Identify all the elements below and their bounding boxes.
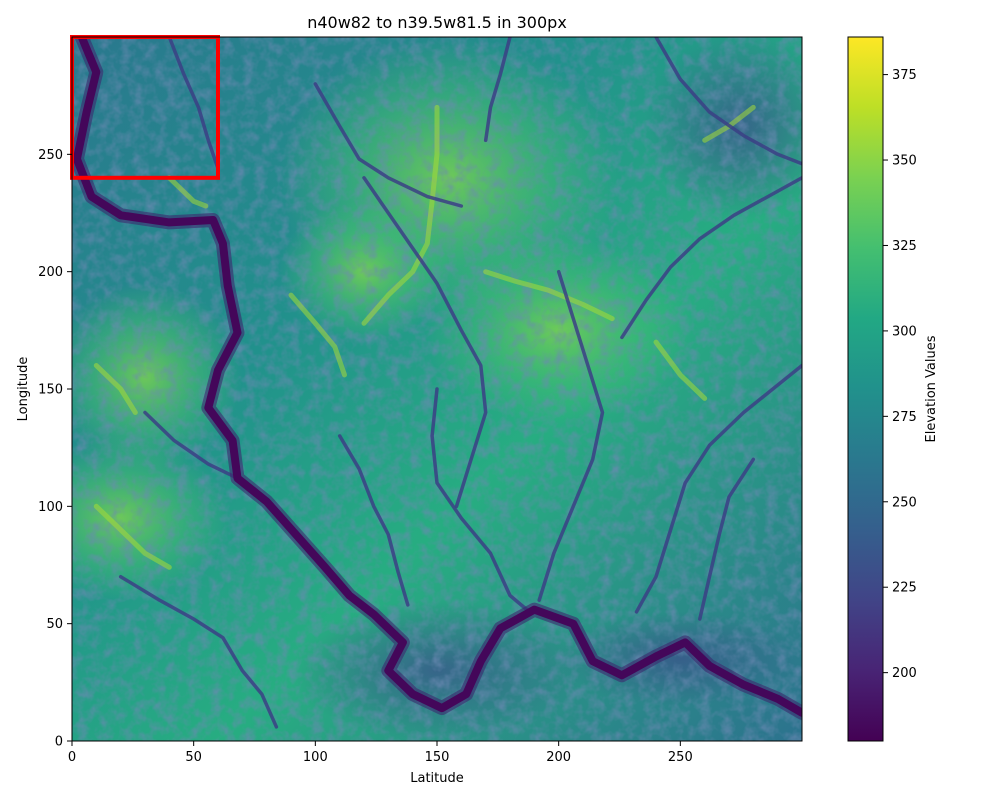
colorbar-tick-label: 350 — [892, 154, 917, 169]
stream-network — [118, 37, 802, 729]
y-axis-label: Longitude — [16, 357, 31, 422]
main-river — [72, 37, 802, 717]
stream-line — [634, 363, 802, 614]
y-tick-label: 200 — [38, 265, 63, 280]
stream-line — [620, 176, 802, 340]
ridge-line — [483, 269, 615, 322]
colorbar-tick-label: 325 — [892, 239, 917, 254]
colorbar-label: Elevation Values — [924, 335, 939, 442]
colorbar-tick-label: 250 — [892, 495, 917, 510]
stream-line — [537, 269, 605, 602]
stream-line — [337, 434, 410, 607]
river-channel — [72, 37, 802, 720]
x-tick-label: 200 — [546, 750, 571, 765]
colorbar-tick-label: 275 — [892, 410, 917, 425]
stream-line — [362, 176, 488, 509]
colorbar-ticks: 200 225 250 275 300 325 350 375 — [883, 68, 917, 681]
ridge-line — [93, 363, 138, 415]
colorbar-tick-label: 300 — [892, 324, 917, 339]
y-axis: 0 50 100 150 200 250 — [38, 148, 72, 750]
y-tick-label: 250 — [38, 148, 63, 163]
ridge-line — [166, 175, 209, 209]
stream-line — [313, 82, 464, 208]
chart-title: n40w82 to n39.5w81.5 in 300px — [307, 13, 567, 32]
ridge-line — [653, 339, 708, 401]
x-axis-label: Latitude — [410, 771, 464, 786]
x-tick-label: 150 — [425, 750, 450, 765]
y-tick-label: 150 — [38, 383, 63, 398]
stream-line — [654, 37, 802, 166]
y-tick-label: 100 — [38, 500, 63, 515]
y-tick-label: 0 — [55, 735, 63, 750]
ridge-line — [93, 503, 172, 570]
x-tick-label: 250 — [668, 750, 693, 765]
heatmap-plot-area — [72, 37, 802, 741]
stream-line — [118, 574, 279, 729]
colorbar-tick-label: 200 — [892, 666, 917, 681]
stream-line — [698, 457, 756, 621]
stream-line — [143, 410, 240, 480]
stream-line — [430, 387, 532, 614]
x-tick-label: 0 — [68, 750, 76, 765]
stream-line — [483, 37, 512, 143]
x-axis: 0 50 100 150 200 250 — [68, 741, 693, 765]
colorbar-tick-label: 375 — [892, 68, 917, 83]
colorbar — [847, 36, 884, 742]
ridge-line — [288, 292, 347, 378]
ridge-line — [361, 104, 440, 326]
colorbar-tick-label: 225 — [892, 581, 917, 596]
stream-line — [167, 37, 220, 171]
y-tick-label: 50 — [46, 617, 63, 632]
x-tick-label: 50 — [185, 750, 202, 765]
x-tick-label: 100 — [303, 750, 328, 765]
